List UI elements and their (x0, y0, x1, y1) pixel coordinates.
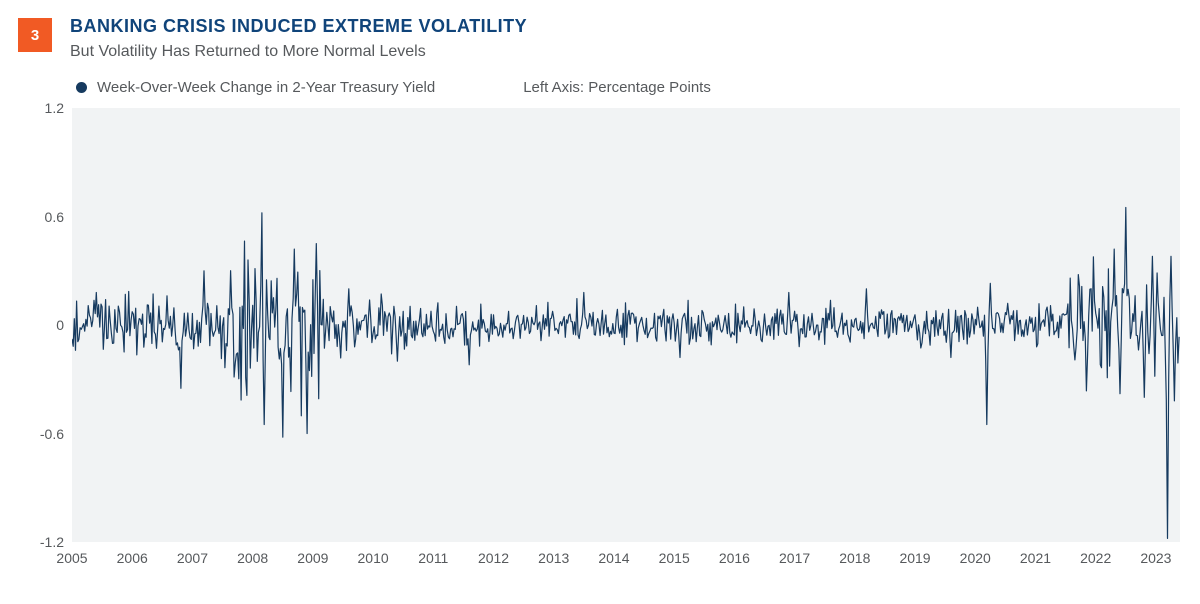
x-axis-tick-label: 2018 (839, 550, 870, 566)
legend-series-label: Week-Over-Week Change in 2-Year Treasury… (97, 79, 435, 96)
chart-title: BANKING CRISIS INDUCED EXTREME VOLATILIT… (70, 16, 527, 37)
x-axis-tick-label: 2016 (719, 550, 750, 566)
y-axis-tick-label: -0.6 (20, 426, 64, 442)
chart-number-badge: 3 (18, 18, 52, 52)
x-axis-tick-label: 2011 (418, 550, 448, 566)
x-axis-tick-label: 2013 (538, 550, 569, 566)
x-axis-tick-label: 2010 (358, 550, 389, 566)
x-axis-tick-label: 2012 (478, 550, 509, 566)
chart-header: 3 BANKING CRISIS INDUCED EXTREME VOLATIL… (18, 16, 1182, 61)
x-axis-tick-label: 2008 (237, 550, 268, 566)
x-axis-tick-label: 2015 (659, 550, 690, 566)
chart-area: -1.2 -0.6 0 0.6 1.2 2005 2006 2007 2008 2009 2010… (18, 100, 1182, 576)
x-axis-tick-label: 2014 (598, 550, 629, 566)
x-axis-tick-label: 2017 (779, 550, 810, 566)
x-axis-tick-label: 2020 (960, 550, 991, 566)
chart-legend: Week-Over-Week Change in 2-Year Treasury… (76, 79, 1182, 96)
legend-marker-icon (76, 82, 87, 93)
x-axis-tick-label: 2007 (177, 550, 208, 566)
y-axis-tick-label: 1.2 (20, 100, 64, 116)
x-axis-tick-label: 2023 (1140, 550, 1171, 566)
x-axis-tick-label: 2006 (117, 550, 148, 566)
y-axis-tick-label: 0.6 (20, 209, 64, 225)
x-axis-tick-label: 2022 (1080, 550, 1111, 566)
legend-axis-note: Left Axis: Percentage Points (523, 79, 711, 96)
chart-subtitle: But Volatility Has Returned to More Norm… (70, 43, 527, 61)
x-axis-tick-label: 2009 (297, 550, 328, 566)
y-axis-tick-label: 0 (20, 317, 64, 333)
x-axis-tick-label: 2005 (56, 550, 87, 566)
x-axis-tick-label: 2019 (899, 550, 930, 566)
x-axis-tick-label: 2021 (1020, 550, 1051, 566)
y-axis-tick-label: -1.2 (20, 534, 64, 550)
plot-region (72, 108, 1180, 542)
